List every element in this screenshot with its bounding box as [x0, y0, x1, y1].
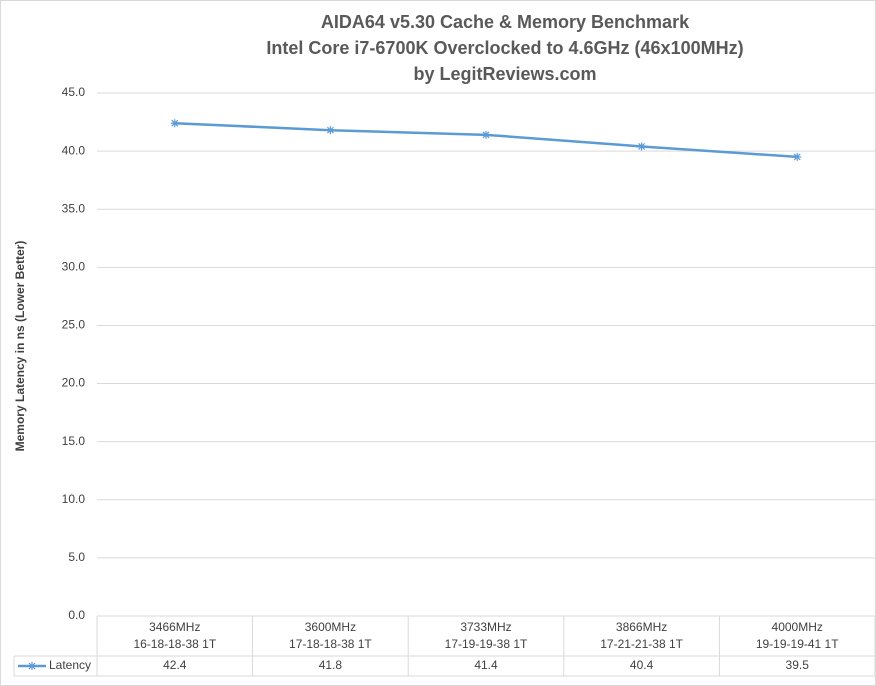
marker — [170, 119, 179, 128]
chart-subtitle: by LegitReviews.com — [413, 64, 596, 84]
x-tick-label: 16-18-18-38 1T — [133, 637, 216, 651]
table-value: 41.8 — [319, 658, 343, 672]
x-tick-label: 3600MHz — [305, 620, 356, 634]
y-tick-label: 40.0 — [62, 143, 86, 157]
x-tick-label: 17-21-21-38 1T — [600, 637, 683, 651]
y-tick-label: 10.0 — [62, 492, 86, 506]
y-tick-label: 35.0 — [62, 201, 86, 215]
marker — [482, 130, 490, 139]
x-tick-label: 17-19-19-38 1T — [445, 637, 528, 651]
y-tick-label: 0.0 — [68, 608, 85, 622]
x-tick-label: 19-19-19-41 1T — [756, 637, 839, 651]
y-tick-label: 25.0 — [62, 318, 86, 332]
y-tick-label: 5.0 — [68, 550, 85, 564]
marker — [637, 142, 646, 151]
table-value: 40.4 — [630, 658, 654, 672]
y-tick-label: 20.0 — [62, 376, 86, 390]
table-value: 41.4 — [474, 658, 498, 672]
table-value: 42.4 — [163, 658, 187, 672]
y-tick-label: 30.0 — [62, 260, 86, 274]
y-tick-label: 15.0 — [62, 434, 86, 448]
x-tick-label: 3866MHz — [616, 620, 667, 634]
chart-title: AIDA64 v5.30 Cache & Memory Benchmark — [321, 12, 690, 32]
table-value: 39.5 — [786, 658, 810, 672]
chart-subtitle: Intel Core i7-6700K Overclocked to 4.6GH… — [266, 38, 743, 58]
x-tick-label: 17-18-18-38 1T — [289, 637, 372, 651]
y-tick-label: 45.0 — [62, 85, 86, 99]
x-tick-label: 4000MHz — [772, 620, 823, 634]
legend-label: Latency — [49, 658, 91, 672]
x-tick-label: 3733MHz — [460, 620, 511, 634]
x-tick-label: 3466MHz — [149, 620, 200, 634]
legend-marker — [28, 662, 36, 670]
y-axis-label: Memory Latency in ns (Lower Better) — [13, 241, 27, 452]
marker — [326, 126, 335, 135]
marker — [793, 152, 802, 161]
